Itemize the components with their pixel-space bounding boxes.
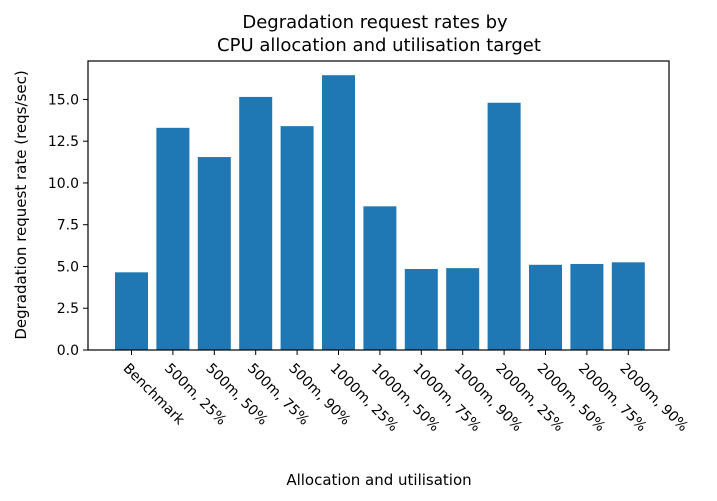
chart-title: Degradation request rates by CPU allocat…: [217, 12, 541, 56]
y-tick-label: 12.5: [48, 134, 79, 150]
plot-area-frame: [87, 60, 670, 351]
chart-title-line-1: Degradation request rates by: [242, 12, 508, 33]
bar-4: [280, 126, 314, 351]
y-axis-title: Degradation request rate (reqs/sec): [12, 70, 30, 339]
bar-2: [197, 157, 231, 350]
y-tick-label: 0.0: [57, 343, 79, 359]
y-axis: 0.0 2.5 5.0 7.5 10.0 12.5 15.0: [48, 92, 88, 359]
x-axis-title: Allocation and utilisation: [286, 471, 471, 489]
bar-6: [363, 206, 397, 350]
bar-7: [404, 268, 438, 350]
y-tick-label: 5.0: [57, 259, 79, 275]
y-tick-label: 2.5: [57, 301, 79, 317]
chart-title-line-2: CPU allocation and utilisation target: [217, 35, 541, 56]
y-tick-label: 10.0: [48, 176, 79, 192]
bar-0: [115, 272, 148, 350]
bar-3: [239, 96, 273, 350]
bars-group: [115, 75, 645, 351]
bar-5: [322, 75, 355, 350]
bar-11: [570, 263, 604, 350]
bar-10: [529, 264, 562, 350]
bar-1: [156, 127, 190, 350]
bar-12: [611, 262, 645, 350]
bar-8: [446, 268, 480, 350]
y-tick-label: 15.0: [48, 92, 79, 108]
bar-9: [487, 102, 521, 350]
y-tick-label: 7.5: [57, 218, 79, 234]
